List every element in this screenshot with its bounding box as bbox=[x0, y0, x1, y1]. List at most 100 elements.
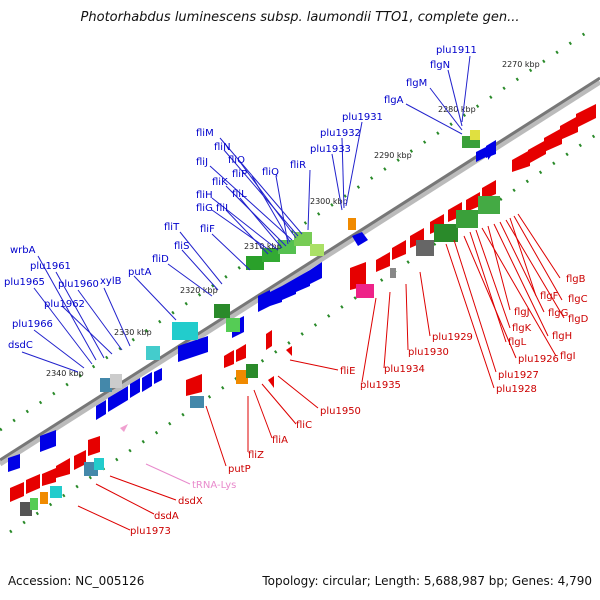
gene-arrow[interactable] bbox=[476, 146, 494, 162]
gene-label[interactable]: fliP bbox=[232, 169, 247, 180]
gene-arrow[interactable] bbox=[186, 374, 202, 396]
gene-label[interactable]: plu1931 bbox=[342, 112, 383, 123]
gene-arrow[interactable] bbox=[350, 262, 366, 290]
gene-label[interactable]: fliT bbox=[164, 222, 180, 233]
gene-arrow[interactable] bbox=[286, 346, 292, 356]
gene-arrow[interactable] bbox=[270, 286, 282, 306]
gene-label[interactable]: flgL bbox=[508, 337, 527, 348]
trna-gene[interactable] bbox=[120, 424, 128, 432]
gene-arrow[interactable] bbox=[560, 116, 578, 140]
gene-arrow[interactable] bbox=[512, 150, 530, 172]
gene-label[interactable]: flgG bbox=[548, 308, 568, 319]
gene-label[interactable]: putA bbox=[128, 267, 152, 278]
gene-label[interactable]: flgK bbox=[512, 323, 532, 334]
gene-label[interactable]: putP bbox=[228, 464, 251, 475]
gene-label[interactable]: plu1932 bbox=[320, 128, 361, 139]
gene-arrow[interactable] bbox=[26, 474, 40, 494]
gene-label[interactable]: flgC bbox=[568, 294, 588, 305]
gene-label[interactable]: fliO bbox=[228, 155, 245, 166]
gene-arrow[interactable] bbox=[376, 252, 390, 272]
gene-label[interactable]: fliA bbox=[272, 435, 288, 446]
gene-label[interactable]: plu1934 bbox=[384, 364, 425, 375]
gene-label[interactable]: dsdA bbox=[154, 511, 179, 522]
gene-arrow[interactable] bbox=[466, 192, 480, 212]
gene-arrow[interactable] bbox=[8, 454, 20, 472]
gene-label[interactable]: fliJ bbox=[196, 157, 208, 168]
gene-label[interactable]: fliS bbox=[174, 241, 189, 252]
gene-label[interactable]: plu1927 bbox=[498, 370, 539, 381]
gene-label[interactable]: plu1930 bbox=[408, 347, 449, 358]
gene-label[interactable]: plu1928 bbox=[496, 384, 537, 395]
gene-arrow[interactable] bbox=[224, 350, 234, 368]
gene-arrow[interactable] bbox=[56, 458, 70, 478]
gene-label[interactable]: fliE bbox=[340, 366, 355, 377]
kbp-label: 2270 kbp bbox=[502, 60, 540, 69]
gene-label[interactable]: dsdX bbox=[178, 496, 203, 507]
gene-label[interactable]: fliC bbox=[296, 420, 312, 431]
gene-arrow[interactable] bbox=[296, 270, 310, 292]
gene-label[interactable]: flgH bbox=[552, 331, 572, 342]
gene-label[interactable]: fliG bbox=[196, 203, 213, 214]
gene-arrow[interactable] bbox=[40, 430, 56, 452]
gene-label[interactable]: plu1962 bbox=[44, 299, 85, 310]
gene-label[interactable]: flgI bbox=[560, 351, 576, 362]
gene-label[interactable]: flgM bbox=[406, 78, 427, 89]
gene-arrow[interactable] bbox=[482, 180, 496, 200]
gene-label[interactable]: wrbA bbox=[10, 245, 36, 256]
gene-label[interactable]: flgA bbox=[384, 95, 404, 106]
gene-label[interactable]: plu1965 bbox=[4, 277, 45, 288]
gene-label[interactable]: plu1950 bbox=[320, 406, 361, 417]
gene-label[interactable]: flgB bbox=[566, 274, 586, 285]
gene-arrow[interactable] bbox=[154, 368, 162, 384]
gene-label[interactable]: flgD bbox=[568, 314, 589, 325]
gene-arrow[interactable] bbox=[486, 140, 496, 158]
gene-arrow[interactable] bbox=[10, 482, 24, 502]
gene-label[interactable]: plu1929 bbox=[432, 332, 473, 343]
gene-arrow[interactable] bbox=[142, 372, 152, 392]
gene-label[interactable]: plu1973 bbox=[130, 526, 171, 537]
gene-label[interactable]: flgJ bbox=[514, 307, 530, 318]
gene-arrow[interactable] bbox=[258, 290, 270, 312]
gene-label[interactable]: plu1935 bbox=[360, 380, 401, 391]
gene-label[interactable]: plu1911 bbox=[436, 45, 477, 56]
gene-label[interactable]: xylB bbox=[100, 276, 122, 287]
gene-arrow[interactable] bbox=[352, 232, 368, 246]
gene-arrow[interactable] bbox=[108, 392, 118, 412]
gene-arrow[interactable] bbox=[236, 344, 246, 362]
gene-label[interactable]: fliZ bbox=[248, 450, 264, 461]
gene-label[interactable]: plu1960 bbox=[58, 279, 99, 290]
gene-arrow[interactable] bbox=[42, 468, 56, 486]
gene-arrow[interactable] bbox=[178, 336, 208, 362]
gene-label[interactable]: fliF bbox=[200, 224, 215, 235]
gene-arrow[interactable] bbox=[74, 450, 86, 470]
gene-label[interactable]: fliK bbox=[212, 177, 228, 188]
gene-arrow[interactable] bbox=[528, 140, 546, 164]
gene-arrow[interactable] bbox=[88, 436, 100, 456]
gene-label[interactable]: fliQ bbox=[262, 167, 279, 178]
gene-arrow[interactable] bbox=[544, 128, 562, 152]
gene-label[interactable]: plu1961 bbox=[30, 261, 71, 272]
gene-arrow[interactable] bbox=[268, 376, 274, 388]
gene-label[interactable]: dsdC bbox=[8, 340, 33, 351]
gene-label[interactable]: fliR bbox=[290, 160, 306, 171]
gene-arrow[interactable] bbox=[310, 262, 322, 284]
gene-arrow[interactable] bbox=[282, 278, 296, 300]
gene-arrow[interactable] bbox=[576, 104, 596, 128]
gene-label[interactable]: flgN bbox=[430, 60, 450, 71]
gene-arrow[interactable] bbox=[96, 400, 106, 420]
gene-label[interactable]: plu1926 bbox=[518, 354, 559, 365]
gene-arrow[interactable] bbox=[266, 330, 272, 350]
gene-label[interactable]: fliM bbox=[196, 128, 214, 139]
gene-label[interactable]: plu1933 bbox=[310, 144, 351, 155]
gene-label[interactable]: plu1966 bbox=[12, 319, 53, 330]
gene-arrow[interactable] bbox=[392, 240, 406, 260]
gene-label[interactable]: fliH bbox=[196, 190, 213, 201]
gene-label[interactable]: fliN bbox=[214, 142, 231, 153]
gene-arrow[interactable] bbox=[130, 378, 140, 398]
gene-label[interactable]: fliL bbox=[232, 189, 247, 200]
trna-label[interactable]: tRNA-Lys bbox=[192, 480, 236, 491]
gene-label[interactable]: fliI bbox=[216, 203, 228, 214]
gene-label[interactable]: fliD bbox=[152, 254, 169, 265]
gene-label[interactable]: flgF bbox=[540, 291, 559, 302]
gene-arrow[interactable] bbox=[118, 386, 128, 406]
